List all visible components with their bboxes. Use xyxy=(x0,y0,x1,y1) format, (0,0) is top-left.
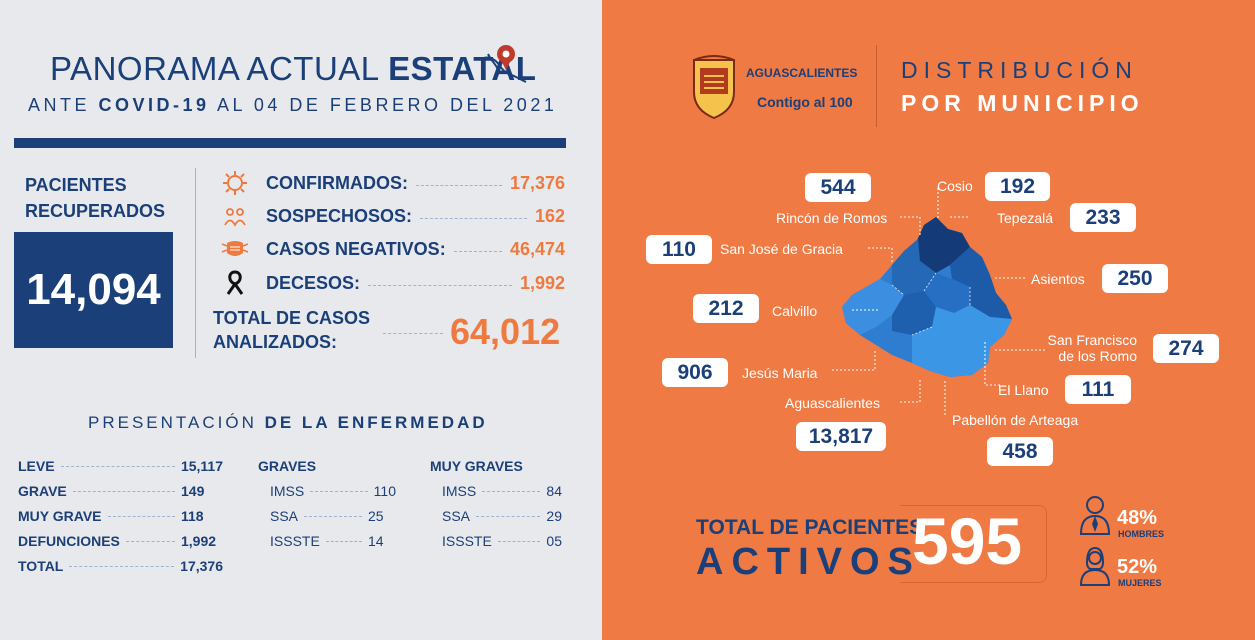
municipality-value: 212 xyxy=(693,294,759,323)
men-label: HOMBRES xyxy=(1118,529,1165,539)
header-divider-right xyxy=(876,45,877,127)
municipality-value: 250 xyxy=(1102,264,1168,293)
state-map xyxy=(842,217,1012,377)
active-label: TOTAL DE PACIENTES xyxy=(696,516,924,539)
municipality-label: San Francisco de los Romo xyxy=(1047,332,1137,364)
header-divider xyxy=(14,138,566,148)
municipality-label: Cosio xyxy=(937,178,973,194)
total-value: 64,012 xyxy=(450,311,561,352)
list-item: MUY GRAVE 118 xyxy=(18,508,204,524)
stat-deaths: DECESOS: 1,992 xyxy=(220,268,565,298)
page-subtitle: ANTE COVID-19 AL 04 DE FEBRERO DEL 2021 xyxy=(28,95,558,115)
recovered-label: PACIENTES RECUPERADOS xyxy=(25,175,166,221)
virus-icon xyxy=(220,168,250,198)
active-value: 595 xyxy=(912,504,1023,578)
stat-label: CASOS NEGATIVOS: xyxy=(266,238,446,259)
mexico-pin-icon xyxy=(483,45,527,83)
municipality-value: 13,817 xyxy=(796,422,886,451)
stat-suspected: SOSPECHOSOS: 162 xyxy=(220,201,565,231)
municipality-label: Aguascalientes xyxy=(785,395,880,411)
stat-value: 162 xyxy=(534,205,565,226)
total-label: TOTAL DE CASOS ANALIZADOS: xyxy=(213,308,371,352)
men-percent: 48% xyxy=(1117,507,1158,529)
list-item: TOTAL 17,376 xyxy=(18,558,223,574)
list-item: ISSSTE 14 xyxy=(270,533,384,549)
ribbon-icon xyxy=(220,268,250,298)
municipality-value: 906 xyxy=(662,358,728,387)
presentation-title: PRESENTACIÓN DE LA ENFERMEDAD xyxy=(88,413,488,432)
list-item: SSA 29 xyxy=(442,508,562,524)
vertical-divider xyxy=(195,168,196,358)
mask-icon xyxy=(220,234,250,264)
municipality-value: 192 xyxy=(985,172,1050,201)
municipality-value: 274 xyxy=(1153,334,1219,363)
municipality-value: 111 xyxy=(1065,375,1131,404)
municipality-label: Jesús Maria xyxy=(742,365,818,381)
women-label: MUJERES xyxy=(1118,578,1162,588)
stat-label: SOSPECHOSOS: xyxy=(266,205,413,226)
list-item: GRAVE 149 xyxy=(18,483,205,499)
severity-list: LEVE 15,117 GRAVE 149 MUY GRAVE 118 DEFUNCI… xyxy=(18,455,223,577)
stat-value: 46,474 xyxy=(509,238,565,259)
list-item: IMSS 110 xyxy=(270,483,396,499)
municipality-value: 544 xyxy=(805,173,871,202)
stat-label: DECESOS: xyxy=(266,272,361,293)
logo-tagline: Contigo al 100 xyxy=(757,94,853,110)
stat-negative: CASOS NEGATIVOS: 46,474 xyxy=(220,234,565,264)
municipality-label: San José de Gracia xyxy=(720,241,843,257)
stat-label: CONFIRMADOS: xyxy=(266,172,408,193)
recovered-value: 14,094 xyxy=(14,232,173,348)
distribution-title: DISTRIBUCIÓN xyxy=(901,57,1138,83)
page-title: PANORAMA ACTUAL ESTATAL xyxy=(50,50,537,87)
graves-title: GRAVES xyxy=(258,458,317,474)
distribution-subtitle: POR MUNICIPIO xyxy=(901,90,1144,116)
state-crest-icon xyxy=(693,55,735,120)
list-item: ISSSTE 05 xyxy=(442,533,562,549)
left-panel: PANORAMA ACTUAL ESTATAL ANTE COVID-19 AL… xyxy=(0,0,602,640)
active-frame xyxy=(900,505,1047,583)
list-item: LEVE 15,117 xyxy=(18,458,223,474)
municipality-label: Asientos xyxy=(1031,271,1085,287)
municipality-value: 110 xyxy=(646,235,712,264)
stat-value: 17,376 xyxy=(509,172,565,193)
muy-graves-list: IMSS 84 SSA 29 ISSSTE 05 xyxy=(442,480,562,552)
graves-list: IMSS 110 SSA 25 ISSSTE 14 xyxy=(270,480,396,552)
list-item: SSA 25 xyxy=(270,508,384,524)
muy-graves-title: MUY GRAVES xyxy=(430,458,523,474)
municipality-label: Tepezalá xyxy=(997,210,1054,226)
municipality-label: Rincón de Romos xyxy=(776,210,888,226)
active-label-big: ACTIVOS xyxy=(696,541,921,583)
women-percent: 52% xyxy=(1117,556,1158,578)
stat-value: 1,992 xyxy=(519,272,565,293)
woman-icon xyxy=(1079,546,1111,586)
municipality-value: 233 xyxy=(1070,203,1136,232)
municipality-label: El Llano xyxy=(998,382,1049,398)
people-question-icon xyxy=(220,201,250,231)
logo-name: AGUASCALIENTES xyxy=(746,66,858,80)
municipality-label: Calvillo xyxy=(772,303,818,319)
map-leader-lines xyxy=(832,188,1045,415)
list-item: DEFUNCIONES 1,992 xyxy=(18,533,217,549)
municipality-value: 458 xyxy=(987,437,1053,466)
total-dash xyxy=(383,333,443,334)
municipality-label: Pabellón de Arteaga xyxy=(952,412,1079,428)
man-icon xyxy=(1079,496,1111,535)
list-item: IMSS 84 xyxy=(442,483,562,499)
stat-confirmed: CONFIRMADOS: 17,376 xyxy=(220,168,565,198)
